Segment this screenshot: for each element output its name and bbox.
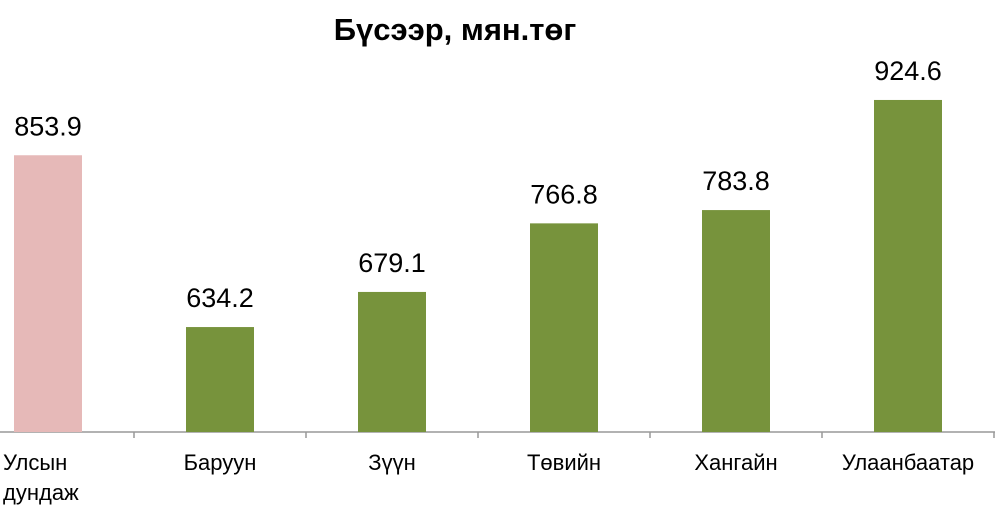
- value-label: 679.1: [358, 248, 426, 278]
- value-label: 924.6: [874, 56, 942, 86]
- bar: [702, 210, 770, 432]
- value-label: 783.8: [702, 166, 770, 196]
- bar: [530, 223, 598, 432]
- chart-title: Бүсээр, мян.төг: [334, 12, 577, 47]
- x-tick-label: Улсын дундаж: [3, 450, 79, 505]
- value-label: 766.8: [530, 179, 598, 209]
- bar: [186, 327, 254, 432]
- value-label: 634.2: [186, 283, 254, 313]
- x-tick-label: Хангайн: [694, 450, 778, 475]
- bar: [14, 155, 82, 433]
- bar: [358, 291, 426, 432]
- x-tick-label: Баруун: [183, 450, 257, 475]
- x-tick-label: Зүүн: [368, 450, 416, 475]
- x-tick-label: Төвийн: [526, 450, 602, 475]
- value-label: 853.9: [14, 111, 82, 141]
- x-tick-label: Улаанбаатар: [841, 450, 975, 475]
- bar: [874, 99, 942, 432]
